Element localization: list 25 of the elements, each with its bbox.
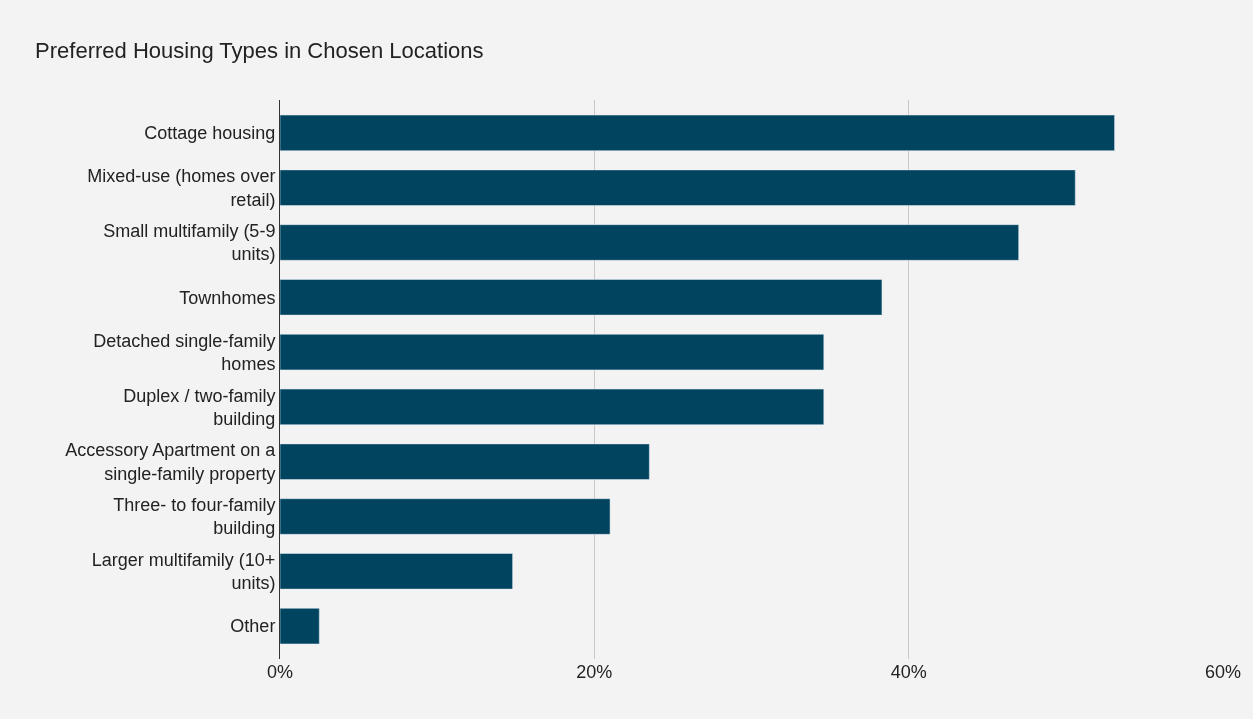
bar [280, 114, 1115, 151]
y-tick-label: Other [230, 616, 276, 637]
x-tick-label: 0% [266, 662, 294, 682]
y-tick-label: Duplex / two-family building [123, 385, 276, 429]
bar [280, 334, 825, 371]
bar [280, 388, 825, 425]
chart-title: Preferred Housing Types in Chosen Locations [35, 38, 484, 64]
y-tick-label: Accessory Apartment on a single-family property [65, 440, 277, 484]
x-tick-label: 40% [890, 662, 927, 682]
y-tick-label: Townhomes [179, 287, 276, 308]
bar [280, 224, 1019, 261]
y-tick-label: Cottage housing [144, 123, 276, 144]
y-tick-label: Larger multifamily (10+ units) [91, 549, 276, 594]
x-tick-label: 20% [576, 662, 613, 682]
x-tick-label: 60% [1204, 662, 1242, 682]
bar [280, 443, 650, 480]
bar [280, 279, 883, 316]
bar [280, 498, 611, 535]
y-tick-label: Mixed-use (homes over retail) [87, 166, 276, 210]
bar [280, 608, 320, 645]
bar [280, 169, 1076, 206]
y-tick-label: Detached single-family homes [93, 330, 276, 375]
y-tick-label: Small multifamily (5-9 units) [103, 221, 276, 265]
bar [280, 553, 513, 590]
y-tick-label: Three- to four-family building [113, 495, 276, 539]
